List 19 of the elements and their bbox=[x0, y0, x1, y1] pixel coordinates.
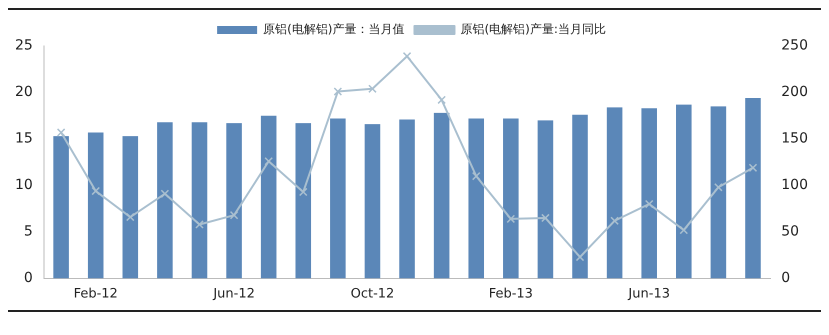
x-tick-label: Oct-12 bbox=[350, 286, 394, 302]
x-tick-label: Jun-13 bbox=[627, 286, 670, 302]
x-tick-label: Feb-12 bbox=[74, 286, 118, 302]
y2-tick-label: 50 bbox=[781, 224, 800, 240]
y-tick-label: 0 bbox=[24, 270, 33, 286]
y2-tick-label: 150 bbox=[781, 130, 808, 147]
y2-tick-label: 250 bbox=[781, 38, 808, 54]
y-tick-label: 5 bbox=[24, 224, 33, 240]
y-tick-label: 10 bbox=[14, 177, 33, 194]
y2-tick-label: 200 bbox=[781, 84, 808, 100]
legend-label: 原铝(电解铝)产量：当月值 bbox=[263, 22, 404, 36]
y2-tick-label: 100 bbox=[781, 177, 808, 194]
y-tick-label: 15 bbox=[14, 130, 33, 147]
x-tick-label: Jun-12 bbox=[212, 286, 255, 302]
y-tick-label: 25 bbox=[14, 38, 33, 54]
x-tick-label: Feb-13 bbox=[488, 286, 533, 302]
legend-label: 原铝(电解铝)产量:当月同比 bbox=[460, 22, 606, 36]
y-tick-label: 20 bbox=[14, 84, 33, 100]
y2-tick-label: 0 bbox=[781, 270, 790, 286]
